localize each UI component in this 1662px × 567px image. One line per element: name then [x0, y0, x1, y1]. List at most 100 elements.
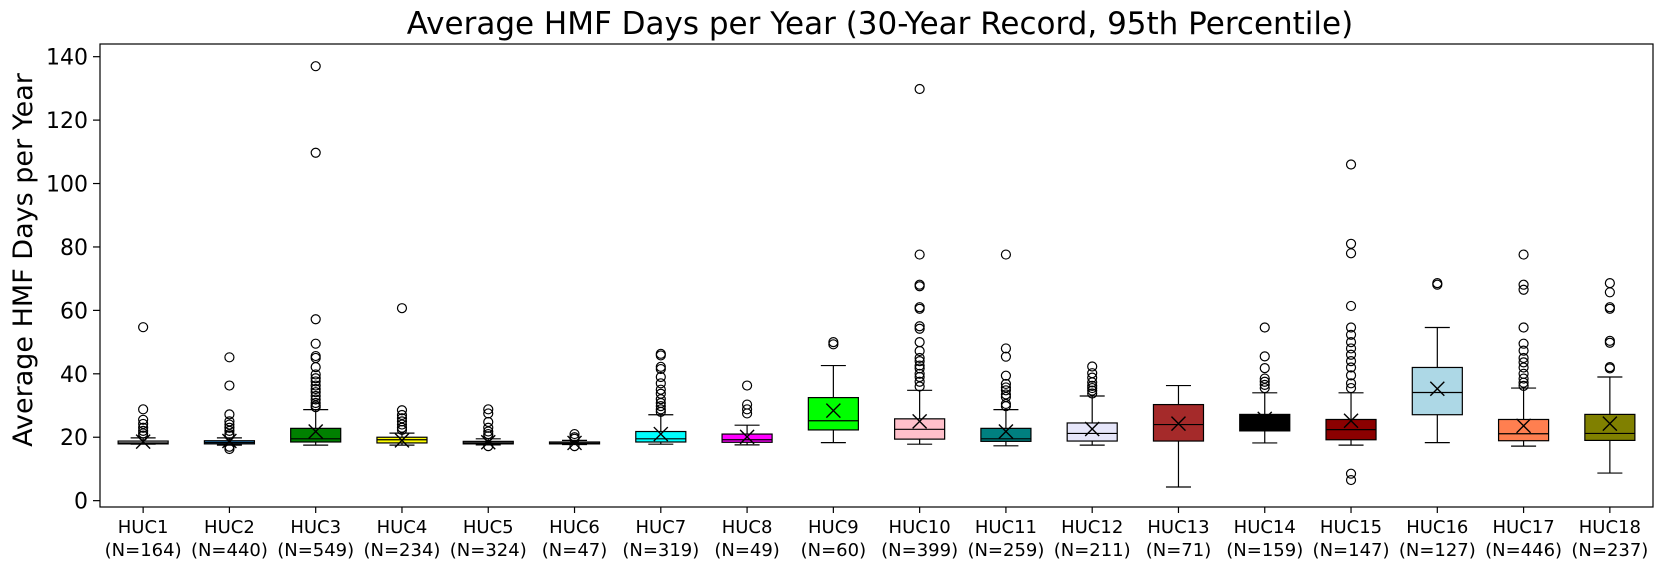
plot-area: 0 20 40 60 80 100 120 140 HUC1(N=164) HUC2(N=440)…	[46, 46, 1648, 561]
y-tick-label: 80	[60, 236, 88, 261]
outlier-point	[1259, 379, 1270, 391]
y-tick-label: 120	[46, 109, 88, 134]
mean-marker	[308, 424, 324, 440]
outlier-point	[914, 352, 925, 364]
outlier-point	[1345, 159, 1357, 170]
outlier-point	[1087, 382, 1098, 394]
outlier-point	[138, 422, 149, 433]
outlier-point	[310, 376, 321, 387]
x-tick-count-label: (N=259)	[967, 540, 1044, 561]
mean-marker	[1084, 421, 1100, 437]
outlier-point	[1432, 279, 1443, 290]
outlier-point	[1518, 279, 1529, 290]
x-tick-count-label: (N=147)	[1313, 540, 1390, 561]
outlier-point	[1345, 468, 1357, 479]
outlier-point	[310, 380, 321, 391]
box	[1066, 422, 1118, 442]
outlier-point	[828, 339, 839, 350]
box	[721, 433, 773, 443]
outlier-point	[569, 428, 580, 440]
outlier-point	[828, 336, 839, 348]
axes-frame	[99, 43, 1654, 508]
outlier-point	[1345, 238, 1357, 249]
outlier-point	[1000, 249, 1012, 260]
box	[1239, 413, 1291, 432]
outlier-point	[138, 425, 149, 436]
outlier-point	[310, 402, 321, 413]
outlier-point	[741, 404, 753, 415]
x-tick-count-label: (N=159)	[1226, 540, 1303, 561]
y-axis-label: Average HMF Days per Year	[8, 72, 39, 447]
x-tick-count-label: (N=49)	[714, 540, 780, 561]
x-tick-label: HUC10	[889, 517, 951, 538]
x-tick-label: HUC2	[204, 517, 255, 538]
outlier-point	[655, 404, 666, 415]
outlier-point	[655, 394, 666, 405]
x-tick-count-label: (N=47)	[542, 540, 608, 561]
outlier-point	[224, 425, 235, 436]
outlier-point	[1518, 338, 1529, 349]
outlier-point	[1518, 284, 1529, 295]
outlier-point	[1345, 336, 1357, 348]
outlier-point	[1518, 362, 1529, 373]
outlier-point	[310, 373, 321, 384]
outlier-point	[1518, 357, 1529, 368]
outlier-point	[483, 441, 494, 452]
outlier-point	[310, 383, 321, 395]
outlier-point	[1518, 377, 1529, 388]
outlier-point	[1345, 329, 1357, 340]
chart-title: Average HMF Days per Year (30-Year Recor…	[407, 6, 1353, 42]
outlier-point	[1000, 351, 1012, 362]
outlier-point	[224, 409, 235, 420]
outlier-point	[1000, 398, 1012, 410]
outlier-point	[1518, 373, 1529, 384]
x-tick-count-label: (N=164)	[105, 540, 182, 561]
outlier-point	[655, 401, 666, 412]
outlier-point	[569, 433, 580, 444]
x-tick-count-label: (N=324)	[450, 540, 527, 561]
outlier-point	[224, 380, 235, 391]
x-tick-count-label: (N=549)	[277, 540, 354, 561]
box	[1411, 366, 1463, 416]
mean-marker	[825, 403, 841, 419]
mean-marker	[739, 429, 755, 445]
outlier-point	[483, 431, 494, 442]
mean-marker	[912, 413, 928, 429]
outlier-point	[1518, 380, 1529, 391]
outlier-point	[914, 381, 925, 392]
outlier-point	[1604, 287, 1615, 298]
mean-marker	[1170, 416, 1186, 432]
outlier-point	[914, 376, 925, 387]
outlier-point	[396, 405, 408, 416]
x-tick-label: HUC6	[549, 517, 600, 538]
outlier-point	[1345, 343, 1357, 354]
box	[635, 430, 687, 443]
outlier-point	[655, 406, 666, 417]
outlier-point	[1604, 363, 1615, 374]
outlier-point	[310, 338, 321, 349]
outlier-point	[138, 322, 149, 333]
x-tick-count-label: (N=71)	[1146, 540, 1212, 561]
outlier-point	[1345, 378, 1357, 389]
x-tick-count-label: (N=237)	[1571, 540, 1648, 561]
outlier-point	[1604, 278, 1615, 289]
outlier-point	[1259, 322, 1270, 333]
outlier-point	[310, 397, 321, 409]
outlier-point	[1087, 361, 1098, 372]
outlier-point	[224, 430, 235, 441]
outlier-point	[1604, 303, 1615, 314]
outlier-point	[310, 394, 321, 405]
x-tick-count-label: (N=127)	[1399, 540, 1476, 561]
mean-marker	[1257, 411, 1273, 427]
outlier-point	[914, 321, 925, 332]
outlier-point	[914, 336, 925, 348]
outlier-point	[655, 378, 666, 389]
outlier-point	[655, 371, 666, 383]
outlier-point	[1000, 401, 1012, 412]
outlier-point	[914, 83, 925, 95]
outlier-point	[138, 404, 149, 415]
outlier-point	[310, 369, 321, 380]
x-tick-count-label: (N=440)	[191, 540, 268, 561]
mean-marker	[1516, 418, 1532, 434]
x-tick-label: HUC4	[377, 517, 428, 538]
